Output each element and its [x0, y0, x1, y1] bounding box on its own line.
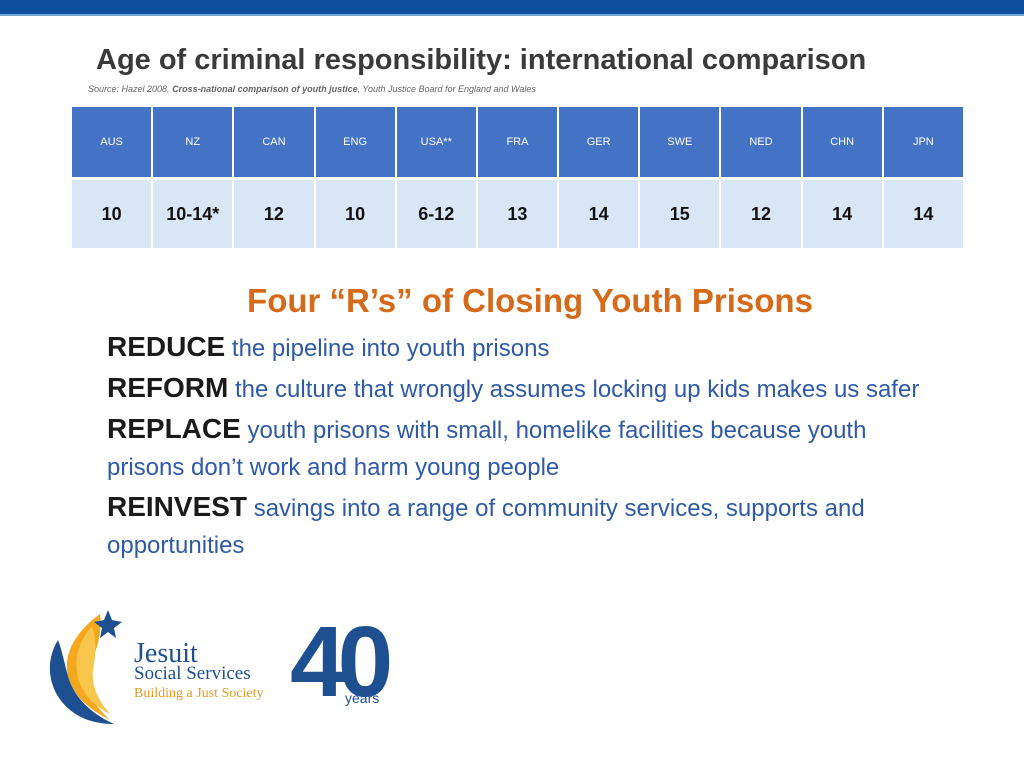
item-keyword: REINVEST: [107, 491, 248, 522]
value-ger: 14: [559, 177, 639, 248]
jss-subtitle: Social Services: [134, 663, 251, 684]
jss-name: Jesuit: [134, 638, 198, 669]
jss-emblem-icon: [49, 610, 122, 724]
jss-tagline: Building a Just Society: [134, 686, 264, 701]
age-comparison-table: AUS NZ CAN ENG USA** FRA GER SWE NED CHN…: [70, 107, 965, 248]
item-text: youth prisons with small, homelike facil…: [107, 417, 867, 481]
four-rs-list: REDUCE the pipeline into youth prisons R…: [107, 328, 927, 566]
value-nz: 10-14*: [153, 177, 233, 248]
value-can: 12: [234, 177, 314, 248]
value-chn: 14: [802, 177, 882, 248]
jss-logo-area: [30, 602, 400, 736]
table-header-row: AUS NZ CAN ENG USA** FRA GER SWE NED CHN…: [72, 107, 963, 177]
value-fra: 13: [477, 177, 558, 248]
item-keyword: REDUCE: [107, 331, 226, 362]
value-aus: 10: [72, 177, 152, 248]
header-eng: ENG: [315, 107, 395, 177]
list-item: REDUCE the pipeline into youth prisons: [107, 328, 927, 367]
page-title: Age of criminal responsibility: internat…: [96, 44, 867, 76]
header-aus: AUS: [72, 107, 152, 177]
value-eng: 10: [315, 177, 395, 248]
value-ned: 12: [721, 177, 801, 248]
list-item: REFORM the culture that wrongly assumes …: [107, 369, 927, 408]
source-citation: Source: Hazel 2008, Cross-national compa…: [88, 84, 536, 94]
item-text: the culture that wrongly assumes locking…: [228, 376, 920, 403]
top-banner-line: [0, 14, 1024, 16]
source-work: Cross-national comparison of youth justi…: [172, 84, 358, 94]
value-swe: 15: [640, 177, 720, 248]
anniversary-number: 40: [290, 606, 393, 718]
four-rs-heading: Four “R’s” of Closing Youth Prisons: [247, 282, 813, 319]
item-keyword: REFORM: [107, 372, 229, 403]
value-jpn: 14: [883, 177, 963, 248]
anniversary-unit: years: [345, 690, 380, 706]
table-value-row: 10 10-14* 12 10 6-12 13 14 15 12 14 14: [72, 177, 963, 248]
header-fra: FRA: [477, 107, 558, 177]
header-nz: NZ: [153, 107, 233, 177]
item-keyword: REPLACE: [107, 413, 241, 444]
source-prefix: Source: Hazel 2008,: [88, 84, 173, 94]
header-swe: SWE: [640, 107, 720, 177]
header-ned: NED: [721, 107, 801, 177]
list-item: REPLACE youth prisons with small, homeli…: [107, 410, 927, 486]
list-item: REINVEST savings into a range of communi…: [107, 488, 927, 564]
source-suffix: , Youth Justice Board for England and Wa…: [357, 84, 536, 94]
top-banner-bar: [0, 0, 1024, 14]
header-can: CAN: [234, 107, 314, 177]
item-text: savings into a range of community servic…: [107, 495, 865, 559]
value-usa: 6-12: [396, 177, 476, 248]
header-chn: CHN: [802, 107, 882, 177]
header-ger: GER: [559, 107, 639, 177]
header-usa: USA**: [396, 107, 476, 177]
header-jpn: JPN: [883, 107, 963, 177]
item-text: the pipeline into youth prisons: [225, 335, 550, 362]
